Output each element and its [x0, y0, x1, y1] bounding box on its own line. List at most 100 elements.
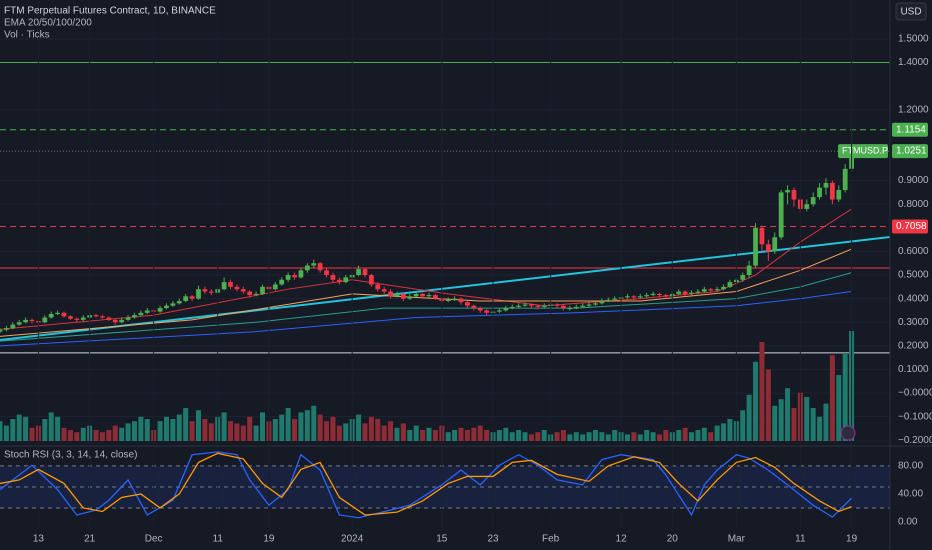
candle-body [484, 310, 490, 313]
volume-bar [676, 430, 682, 441]
x-tick-label: 15 [436, 534, 448, 545]
volume-bar [48, 412, 54, 441]
y-tick-label: 0.1000 [898, 364, 929, 375]
volume-bar [746, 394, 752, 441]
level-tag [892, 122, 928, 137]
volume-bar [189, 421, 195, 441]
symbol-tag-label: FTMUSD.P [842, 145, 888, 155]
candle-body [170, 303, 176, 306]
volume-bar [823, 403, 829, 441]
candle-body [708, 289, 714, 291]
candle-body [516, 305, 522, 307]
candle-body [817, 187, 822, 198]
volume-bar [279, 414, 285, 441]
events-icon[interactable] [840, 425, 856, 441]
candle-body [74, 318, 80, 320]
volume-bar [119, 427, 125, 441]
volume-bar [343, 423, 349, 441]
candle-body [561, 305, 566, 309]
x-tick-label: 20 [667, 534, 679, 545]
x-tick-label: 11 [213, 534, 224, 545]
volume-bar [701, 427, 707, 441]
candle-body [503, 308, 509, 311]
volume-bar [221, 412, 227, 441]
volume-bar [516, 430, 522, 441]
candle-body [279, 279, 285, 285]
candle-body [119, 319, 125, 323]
candle-body [208, 291, 214, 293]
volume-bar [112, 425, 118, 441]
volume-bar [842, 353, 848, 441]
x-tick-label: 11 [795, 534, 806, 545]
y-tick-label: 1.5000 [898, 34, 929, 45]
candle-body [285, 275, 291, 280]
candle-body [778, 192, 784, 238]
volume-bar [484, 430, 490, 441]
y-tick-label: 0.3000 [898, 317, 929, 328]
candle-body [701, 289, 707, 292]
volume-bar [362, 423, 368, 441]
volume-bar [496, 430, 502, 441]
volume-bar [260, 412, 266, 441]
candle-body [55, 312, 61, 314]
candle-body [829, 182, 835, 200]
candle-body [580, 305, 586, 307]
candle-body [810, 197, 816, 205]
candle-body [497, 310, 502, 312]
candle-body [221, 282, 227, 290]
y-tick-label: 0.4000 [898, 293, 929, 304]
y-tick-label: 0.2000 [898, 340, 929, 351]
stoch-line [0, 452, 852, 516]
candle-body [304, 265, 310, 271]
x-tick-label: 12 [616, 534, 628, 545]
volume-bar [413, 425, 419, 441]
candle-body [458, 298, 464, 303]
level-tag [892, 219, 928, 234]
volume-bar [522, 432, 528, 441]
candle-body [765, 244, 771, 252]
volume-bar [573, 432, 579, 441]
volume-bar [541, 430, 547, 441]
candle-body [272, 284, 278, 290]
candle-body [567, 308, 573, 310]
volume-bar [464, 430, 470, 441]
candle-body [80, 317, 86, 320]
price-tag [892, 144, 928, 159]
y-tick-label: −0.2000 [898, 435, 932, 446]
candle-body [644, 295, 650, 297]
candle-body [759, 227, 765, 245]
volume-bar [176, 414, 182, 441]
candle-body [381, 289, 387, 292]
volume-bar [253, 425, 259, 441]
candle-body [176, 300, 182, 304]
volume-bar [228, 421, 234, 441]
level-tag-label: 0.7058 [896, 221, 927, 232]
volume-bar [29, 427, 35, 441]
candle-body [298, 270, 304, 278]
candle-body [772, 237, 778, 252]
currency-button[interactable] [895, 2, 927, 21]
x-tick-label: Feb [542, 534, 560, 545]
volume-bar [765, 369, 771, 441]
currency-label[interactable]: USD [900, 7, 921, 18]
candle-body [804, 204, 810, 209]
volume-bar [10, 419, 16, 441]
candle-body [529, 304, 534, 306]
volume-bar [580, 434, 586, 441]
volume-bar [650, 432, 656, 441]
volume-bar [16, 414, 22, 441]
candle-body [445, 299, 451, 301]
candle-body [836, 190, 842, 200]
y-tick-label: 40.00 [898, 489, 923, 500]
indicator-label: EMA 20/50/100/200 [4, 18, 92, 29]
volume-bar [330, 416, 336, 441]
volume-bar [400, 423, 406, 441]
candle-body [477, 308, 483, 311]
candle-body [68, 316, 73, 319]
trendline [0, 236, 891, 341]
candle-body [324, 270, 329, 276]
candle-body [132, 315, 137, 318]
volume-bar [772, 405, 778, 441]
volume-bar [836, 375, 842, 441]
indicator-label: Vol · Ticks [4, 30, 50, 41]
